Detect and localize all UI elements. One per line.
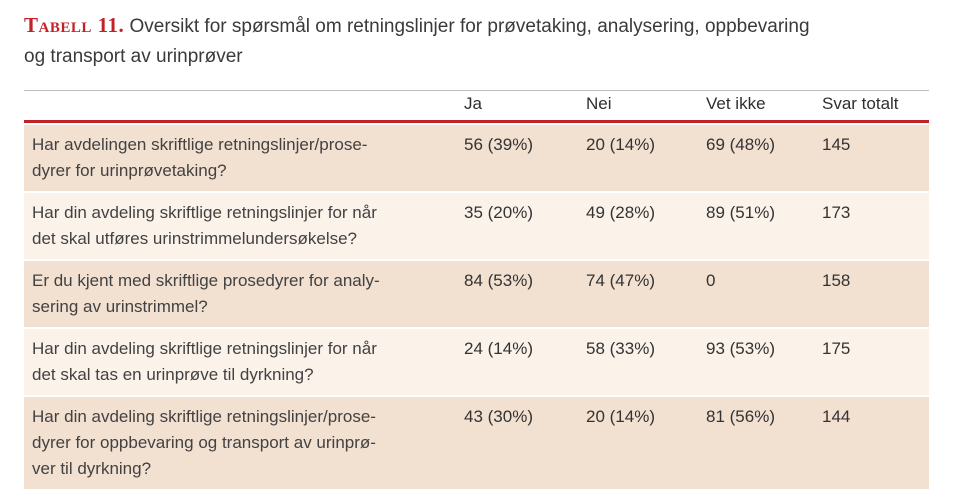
- table-row: Er du kjent med skriftlige prosedyrer fo…: [24, 261, 929, 327]
- svar-totalt-value-cell: 145: [814, 125, 929, 191]
- table-row: Har din avdeling skriftlige retningslinj…: [24, 329, 929, 395]
- survey-results-table: Ja Nei Vet ikke Svar totalt Har avdeling…: [24, 88, 929, 491]
- svar-totalt-value-cell: 158: [814, 261, 929, 327]
- ja-value-cell: 24 (14%): [456, 329, 578, 395]
- table-row: Har din avdeling skriftlige retningslinj…: [24, 397, 929, 489]
- vet-ikke-value-cell: 81 (56%): [698, 397, 814, 489]
- nei-value-cell: 49 (28%): [578, 193, 698, 259]
- question-cell: Har avdelingen skriftlige retningslinjer…: [24, 125, 456, 191]
- column-header-nei: Nei: [578, 90, 698, 123]
- table-caption: Tabell 11. Oversikt for spørsmål om retn…: [24, 10, 924, 72]
- svar-totalt-value-cell: 175: [814, 329, 929, 395]
- svar-totalt-value-cell: 173: [814, 193, 929, 259]
- column-header-svar-totalt: Svar totalt: [814, 90, 929, 123]
- vet-ikke-value-cell: 89 (51%): [698, 193, 814, 259]
- question-cell: Har din avdeling skriftlige retningslinj…: [24, 397, 456, 489]
- table-caption-text: Oversikt for spørsmål om retningslinjer …: [24, 16, 810, 67]
- vet-ikke-value-cell: 0: [698, 261, 814, 327]
- ja-value-cell: 43 (30%): [456, 397, 578, 489]
- nei-value-cell: 20 (14%): [578, 397, 698, 489]
- table-number-label: Tabell 11.: [24, 13, 125, 37]
- ja-value-cell: 56 (39%): [456, 125, 578, 191]
- ja-value-cell: 84 (53%): [456, 261, 578, 327]
- column-header-vet-ikke: Vet ikke: [698, 90, 814, 123]
- nei-value-cell: 20 (14%): [578, 125, 698, 191]
- vet-ikke-value-cell: 69 (48%): [698, 125, 814, 191]
- nei-value-cell: 58 (33%): [578, 329, 698, 395]
- nei-value-cell: 74 (47%): [578, 261, 698, 327]
- question-cell: Er du kjent med skriftlige prosedyrer fo…: [24, 261, 456, 327]
- table-header-row: Ja Nei Vet ikke Svar totalt: [24, 90, 929, 123]
- question-cell: Har din avdeling skriftlige retningslinj…: [24, 329, 456, 395]
- vet-ikke-value-cell: 93 (53%): [698, 329, 814, 395]
- column-header-question: [24, 90, 456, 123]
- table-row: Har din avdeling skriftlige retningslinj…: [24, 193, 929, 259]
- column-header-ja: Ja: [456, 90, 578, 123]
- question-cell: Har din avdeling skriftlige retningslinj…: [24, 193, 456, 259]
- svar-totalt-value-cell: 144: [814, 397, 929, 489]
- ja-value-cell: 35 (20%): [456, 193, 578, 259]
- table-row: Har avdelingen skriftlige retningslinjer…: [24, 125, 929, 191]
